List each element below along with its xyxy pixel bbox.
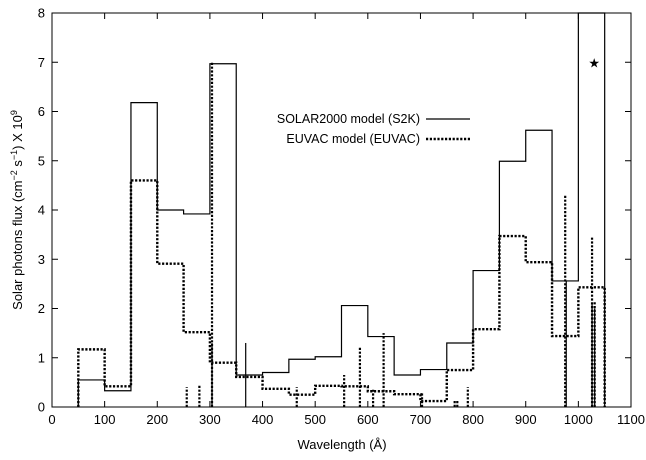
y-axis-title-sup3: 9 xyxy=(9,110,19,115)
y-axis-title: Solar photons flux (cm−2 s−1) X 109 xyxy=(9,110,25,310)
x-tick-label: 400 xyxy=(252,412,274,427)
y-axis-title-x: ) X 10 xyxy=(10,115,25,150)
y-tick-label: 2 xyxy=(38,301,45,316)
x-tick-label: 700 xyxy=(410,412,432,427)
euvac-emission-lines xyxy=(185,62,596,407)
y-tick-label: 0 xyxy=(38,400,45,415)
x-axis-ticks: 0 100 200 300 400 500 600 700 800 900 1000 1100 xyxy=(48,13,645,427)
y-tick-label: 1 xyxy=(38,350,45,365)
legend: SOLAR2000 model (S2K) EUVAC model (EUVAC… xyxy=(277,112,470,146)
x-tick-label: 600 xyxy=(357,412,379,427)
s2k-step-series xyxy=(77,12,606,407)
legend-label-euvac: EUVAC model (EUVAC) xyxy=(286,132,420,146)
y-axis-title-sup1: −2 xyxy=(9,170,19,180)
star-marker: ★ xyxy=(588,56,600,71)
x-tick-label: 800 xyxy=(462,412,484,427)
x-tick-label: 1100 xyxy=(617,412,645,427)
y-tick-label: 4 xyxy=(38,203,45,218)
y-axis-ticks: 0 1 2 3 4 5 6 7 8 xyxy=(38,6,631,415)
y-axis-title-main: Solar photons flux (cm xyxy=(10,181,25,310)
x-tick-label: 0 xyxy=(48,412,55,427)
y-tick-label: 6 xyxy=(38,104,45,119)
y-axis-title-sup2: −1 xyxy=(9,150,19,160)
x-tick-label: 300 xyxy=(199,412,221,427)
plot-area xyxy=(77,12,606,407)
x-tick-label: 100 xyxy=(94,412,116,427)
y-tick-label: 5 xyxy=(38,153,45,168)
y-tick-label: 7 xyxy=(38,55,45,70)
euvac-step-series xyxy=(77,179,606,407)
x-axis-title: Wavelength (Å) xyxy=(297,437,386,452)
y-tick-label: 3 xyxy=(38,252,45,267)
x-tick-label: 1000 xyxy=(564,412,593,427)
legend-label-s2k: SOLAR2000 model (S2K) xyxy=(277,112,420,126)
x-tick-label: 200 xyxy=(146,412,168,427)
y-axis-title-s: s xyxy=(10,160,25,171)
x-tick-label: 500 xyxy=(304,412,326,427)
y-tick-label: 8 xyxy=(38,6,45,21)
x-tick-label: 900 xyxy=(515,412,537,427)
